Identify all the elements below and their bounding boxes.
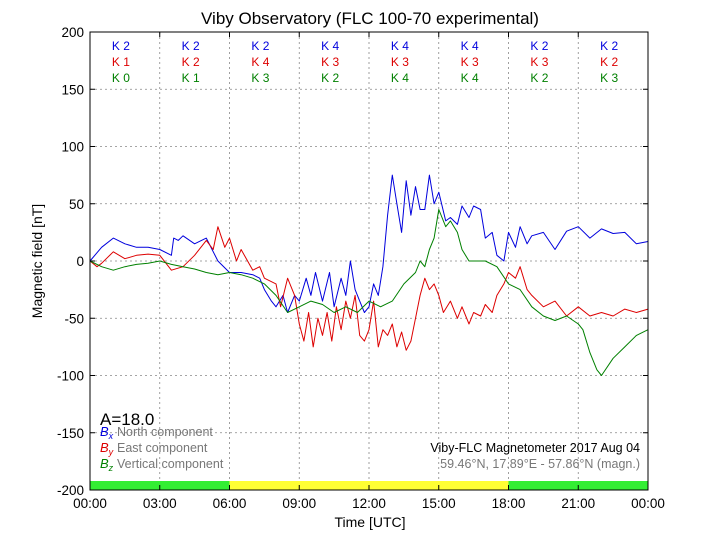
k-index-label: K 2 <box>251 39 269 53</box>
k-index-label: K 3 <box>321 55 339 69</box>
legend-label: North component <box>117 425 213 439</box>
k-index-label: K 4 <box>391 39 409 53</box>
k-index-label: K 4 <box>461 39 479 53</box>
y-tick-label: -50 <box>64 311 84 326</box>
series-lines <box>89 174 649 376</box>
k-index-label: K 3 <box>391 55 409 69</box>
k-index-labels: K 2 K 1 K 0 K 2 K 2 K 1 K 2 K 4 K 3 K 4 K 3 K 2 K 4 K… <box>112 39 619 85</box>
y-axis-label: Magnetic field [nT] <box>29 204 45 318</box>
k-index-label: K 4 <box>321 39 339 53</box>
chart-title: Viby Observatory (FLC 100-70 experimenta… <box>201 9 539 28</box>
x-tick-label: 00:00 <box>631 496 665 511</box>
k-index-label: K 2 <box>321 71 339 85</box>
k-index-label: K 3 <box>251 71 269 85</box>
x-axis-label: Time [UTC] <box>334 514 405 530</box>
legend-symbol: Bz <box>100 456 114 473</box>
k-index-label: K 2 <box>600 39 618 53</box>
legend-label: Vertical component <box>117 457 224 471</box>
k-index-label: K 2 <box>182 39 200 53</box>
y-tick-label: 0 <box>76 254 84 269</box>
y-tick-label: 150 <box>61 82 84 97</box>
k-index-label: K 2 <box>182 55 200 69</box>
x-tick-label: 21:00 <box>561 496 595 511</box>
y-tick-label: 200 <box>61 25 84 40</box>
k-index-label: K 4 <box>251 55 269 69</box>
y-tick-label: -200 <box>57 483 84 498</box>
info-line-2: 59.46°N, 17.89°E - 57.86°N (magn.) <box>440 457 640 471</box>
k-index-label: K 2 <box>112 39 130 53</box>
k-index-label: K 2 <box>530 71 548 85</box>
y-tick-label: 100 <box>61 140 84 155</box>
legend-label: East component <box>117 441 208 455</box>
k-index-label: K 3 <box>600 71 618 85</box>
k-index-label: K 0 <box>112 71 130 85</box>
series-line-1 <box>89 174 649 313</box>
x-tick-label: 15:00 <box>422 496 456 511</box>
k-index-label: K 4 <box>461 71 479 85</box>
y-tick-label: -150 <box>57 426 84 441</box>
series-line-2 <box>89 226 649 351</box>
x-tick-label: 18:00 <box>492 496 526 511</box>
k-index-label: K 4 <box>391 71 409 85</box>
k-index-label: K 1 <box>112 55 130 69</box>
legend-symbol: By <box>100 440 114 457</box>
x-tick-label: 00:00 <box>73 496 107 511</box>
info-line-1: Viby-FLC Magnetometer 2017 Aug 04 <box>430 441 640 455</box>
series-line-3 <box>89 209 649 376</box>
k-index-label: K 3 <box>530 55 548 69</box>
plot-frame <box>89 31 649 491</box>
grid <box>90 32 648 490</box>
x-tick-label: 12:00 <box>352 496 386 511</box>
axes: 00:00 03:00 06:00 09:00 12:00 15:00 18:00 21:00… <box>57 25 665 511</box>
k-index-label: K 2 <box>600 55 618 69</box>
x-tick-label: 03:00 <box>143 496 177 511</box>
k-index-label: K 2 <box>530 39 548 53</box>
x-tick-label: 06:00 <box>213 496 247 511</box>
a-index: A=18.0 <box>100 410 154 429</box>
y-tick-label: 50 <box>69 197 84 212</box>
k-index-label: K 1 <box>182 71 200 85</box>
y-tick-label: -100 <box>57 369 84 384</box>
x-tick-label: 09:00 <box>282 496 316 511</box>
k-index-label: K 3 <box>461 55 479 69</box>
